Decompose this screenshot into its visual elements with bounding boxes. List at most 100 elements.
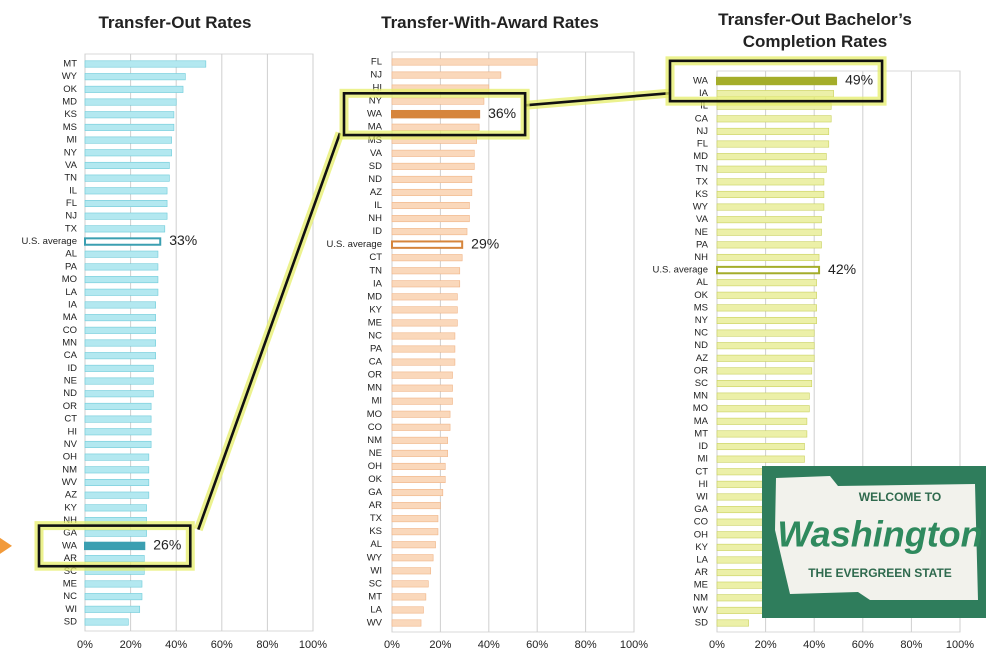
- y-tick-label: WV: [62, 477, 78, 488]
- page: 0%20%40%60%80%100%MTWYOKMDKSMSMINYVATNIL…: [0, 0, 1000, 664]
- y-tick-label: ND: [694, 340, 708, 351]
- bar: [717, 166, 826, 172]
- bar: [717, 406, 809, 412]
- bar: [392, 163, 474, 169]
- y-tick-label: NE: [369, 448, 382, 459]
- bar: [392, 111, 479, 117]
- bar: [85, 479, 149, 485]
- y-tick-label: KS: [369, 526, 382, 537]
- bar: [717, 557, 795, 563]
- bar: [85, 137, 172, 143]
- bar: [392, 502, 440, 508]
- bar: [717, 393, 809, 399]
- y-tick-label: SD: [64, 617, 77, 628]
- chart-title: Transfer-Out Rates: [75, 12, 275, 34]
- bar: [85, 593, 142, 599]
- bar: [717, 431, 807, 437]
- y-tick-label: MT: [368, 591, 382, 602]
- bar: [85, 289, 158, 295]
- y-tick-label: MD: [693, 151, 708, 162]
- bar: [85, 505, 147, 511]
- bar: [717, 469, 802, 475]
- y-tick-label: FL: [697, 139, 708, 150]
- y-tick-label: GA: [368, 487, 382, 498]
- bar: [85, 213, 167, 219]
- y-tick-label: U.S. average: [653, 265, 708, 276]
- bar: [392, 528, 438, 534]
- bar: [717, 544, 795, 550]
- bar: [392, 555, 433, 561]
- bar: [717, 355, 814, 361]
- y-tick-label: KS: [64, 109, 77, 120]
- y-tick-label: NV: [64, 439, 78, 450]
- bar: [392, 215, 469, 221]
- y-tick-label: MS: [694, 302, 708, 313]
- bar: [392, 320, 457, 326]
- bar: [392, 333, 455, 339]
- bar: [717, 342, 814, 348]
- y-tick-label: OK: [694, 290, 708, 301]
- bar: [717, 179, 824, 185]
- y-tick-label: FL: [371, 57, 382, 68]
- bar: [392, 476, 445, 482]
- value-label: 29%: [471, 235, 499, 251]
- y-tick-label: AR: [695, 567, 708, 578]
- y-tick-label: AZ: [65, 490, 77, 501]
- bar: [392, 307, 457, 313]
- y-tick-label: IL: [69, 185, 77, 196]
- y-tick-label: ND: [368, 174, 382, 185]
- y-tick-label: MA: [694, 416, 709, 427]
- y-tick-label: KS: [695, 189, 708, 200]
- y-tick-label: HI: [68, 426, 78, 437]
- y-tick-label: HI: [699, 479, 709, 490]
- y-tick-label: MD: [367, 291, 382, 302]
- y-tick-label: WY: [62, 71, 78, 82]
- bar: [392, 59, 537, 65]
- bar: [392, 150, 474, 156]
- bar: [85, 86, 183, 92]
- bar: [392, 281, 460, 287]
- y-tick-label: PA: [696, 239, 709, 250]
- bar: [717, 292, 817, 298]
- chart-title: Transfer-With-Award Rates: [355, 12, 625, 34]
- x-tick-label: 20%: [755, 639, 777, 651]
- bar: [392, 359, 455, 365]
- y-tick-label: NM: [693, 592, 708, 603]
- y-tick-label: MN: [367, 383, 382, 394]
- bar: [392, 254, 462, 260]
- bar: [85, 391, 153, 397]
- bar: [717, 254, 819, 260]
- y-tick-label: ID: [373, 226, 383, 237]
- y-tick-label: NC: [368, 330, 382, 341]
- x-tick-label: 20%: [120, 639, 142, 651]
- bar: [85, 352, 156, 358]
- bar: [717, 279, 817, 285]
- y-tick-label: SC: [695, 378, 708, 389]
- x-tick-label: 60%: [852, 639, 874, 651]
- y-tick-label: OK: [63, 84, 77, 95]
- y-tick-label: SD: [369, 161, 382, 172]
- bar: [717, 443, 804, 449]
- y-tick-label: KY: [369, 304, 382, 315]
- bar: [85, 555, 144, 561]
- bar: [717, 242, 821, 248]
- x-tick-label: 20%: [429, 639, 451, 651]
- y-tick-label: TX: [370, 513, 383, 524]
- bar: [85, 226, 165, 232]
- y-tick-label: MI: [371, 396, 382, 407]
- bar: [392, 372, 453, 378]
- bar: [392, 424, 450, 430]
- y-tick-label: ME: [63, 578, 77, 589]
- y-tick-label: CO: [63, 325, 77, 336]
- y-tick-label: IL: [374, 200, 382, 211]
- y-tick-label: TN: [369, 265, 382, 276]
- bar: [717, 141, 829, 147]
- bar: [85, 162, 169, 168]
- bar: [392, 411, 450, 417]
- bar: [717, 481, 802, 487]
- y-tick-label: LA: [370, 604, 382, 615]
- bar: [85, 581, 142, 587]
- bar: [717, 607, 783, 613]
- y-tick-label: WY: [693, 202, 709, 213]
- y-tick-label: OR: [368, 370, 382, 381]
